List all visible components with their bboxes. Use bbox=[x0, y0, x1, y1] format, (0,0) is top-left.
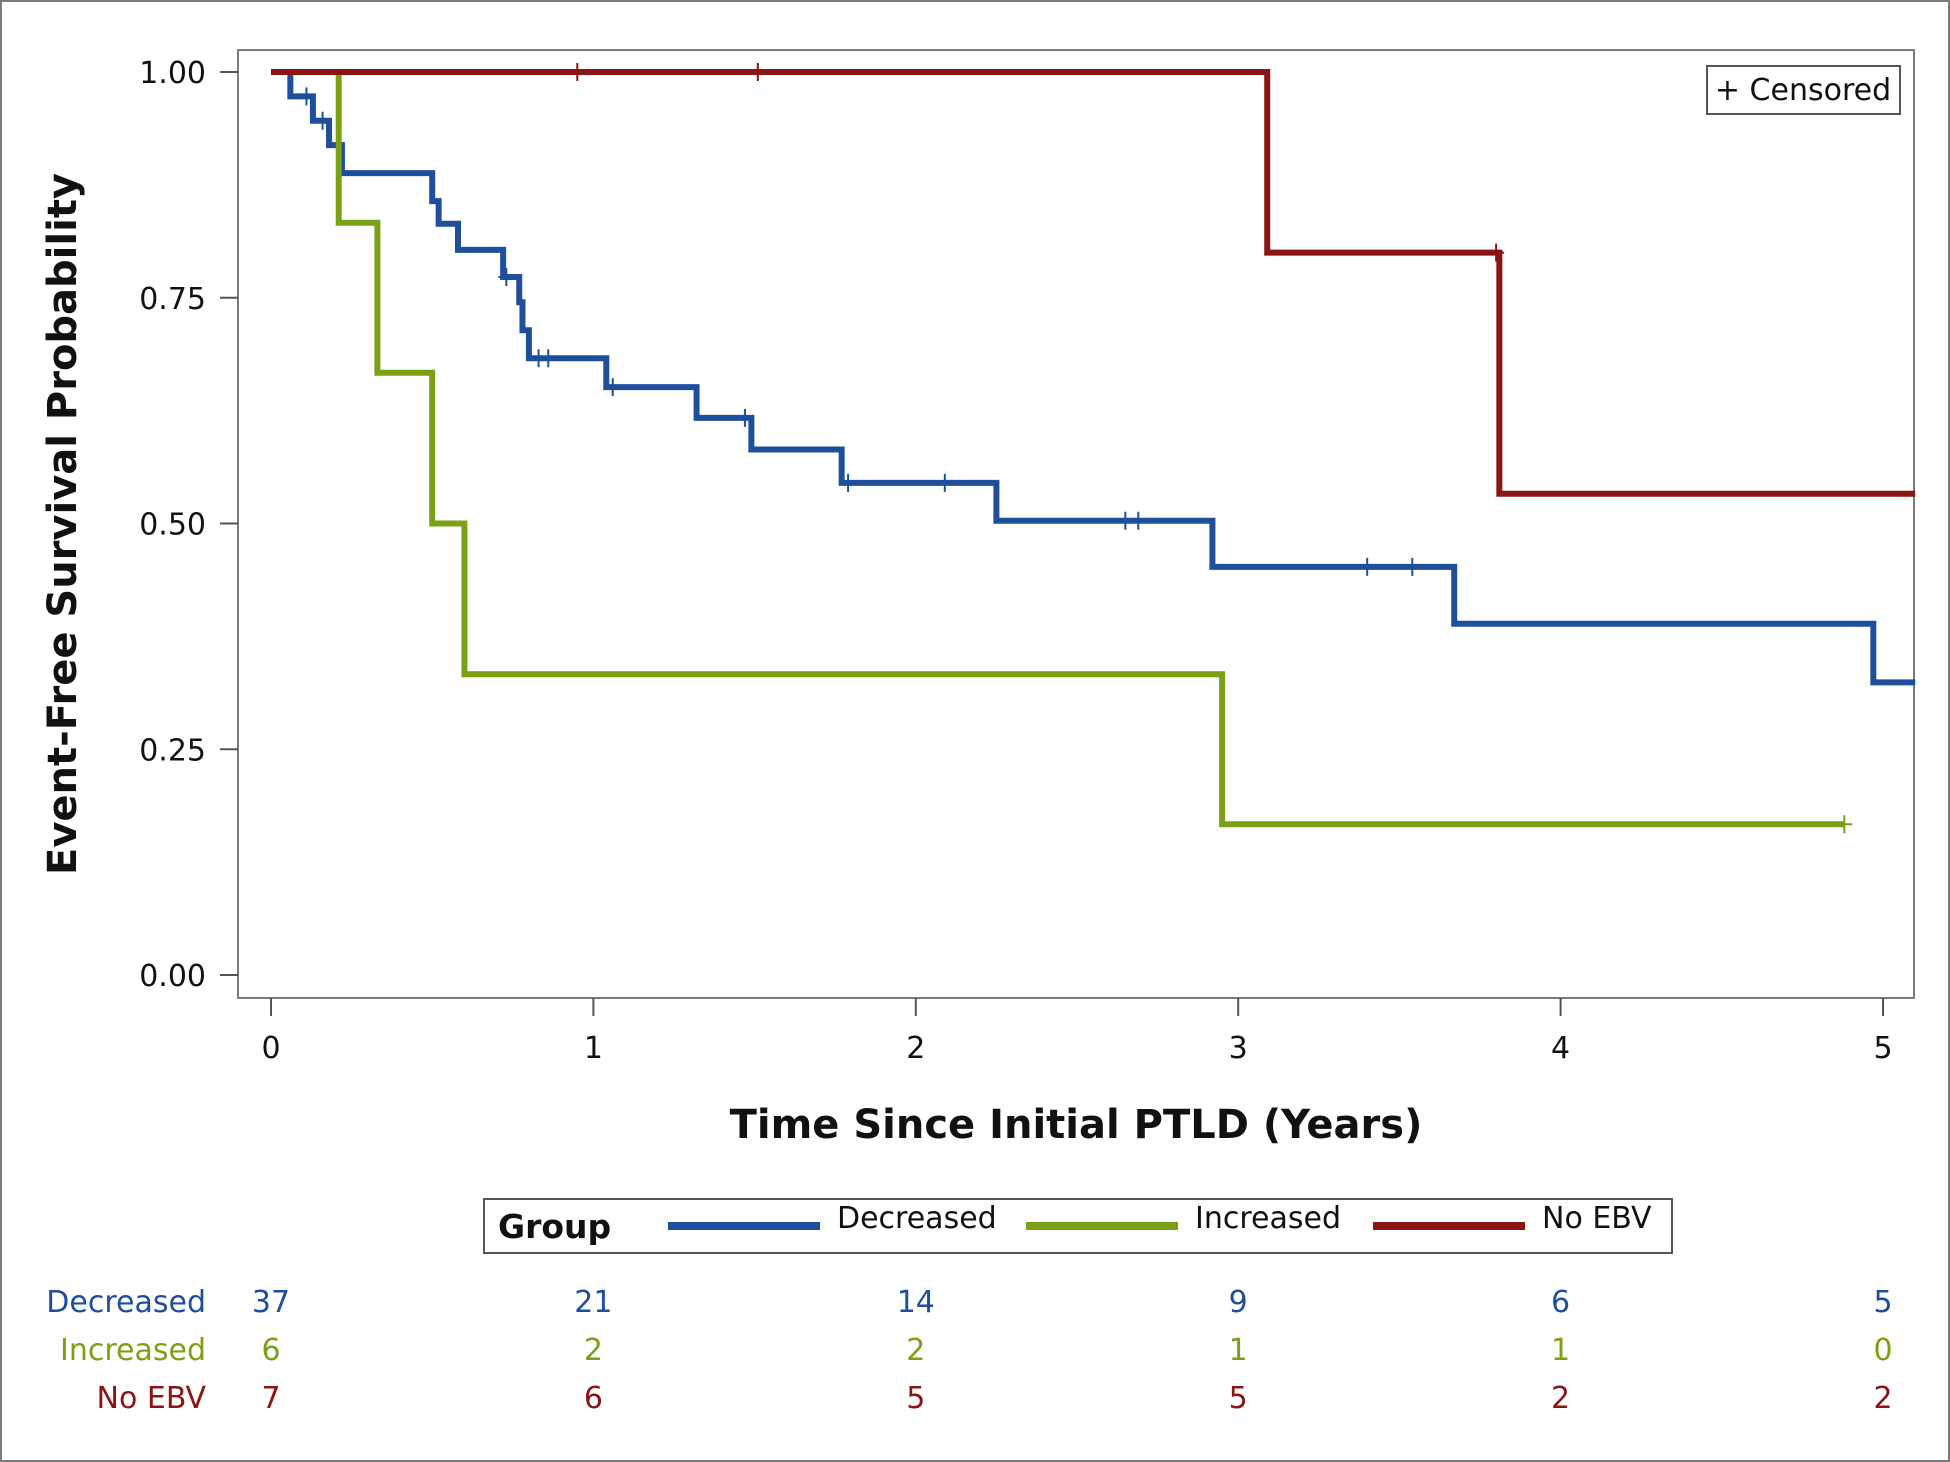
legend-label-increased: Increased bbox=[1195, 1201, 1341, 1236]
at-risk-count: 5 bbox=[1229, 1381, 1248, 1416]
at-risk-row-label: Increased bbox=[60, 1333, 206, 1368]
censor-mark-decreased bbox=[298, 87, 315, 106]
y-tick-label: 0.00 bbox=[139, 959, 206, 994]
y-tick-label: 0.75 bbox=[139, 282, 206, 317]
at-risk-row-label: No EBV bbox=[97, 1381, 207, 1416]
censored-legend: + Censored bbox=[1706, 65, 1901, 115]
at-risk-count: 6 bbox=[261, 1333, 280, 1368]
at-risk-count: 1 bbox=[1229, 1333, 1248, 1368]
censored-legend-text: + Censored bbox=[1715, 73, 1891, 108]
at-risk-count: 2 bbox=[584, 1333, 603, 1368]
at-risk-count: 0 bbox=[1873, 1333, 1892, 1368]
censor-mark-no-ebv bbox=[569, 63, 586, 81]
x-tick-label: 1 bbox=[584, 1031, 603, 1066]
at-risk-count: 5 bbox=[906, 1381, 925, 1416]
at-risk-count: 6 bbox=[1551, 1285, 1570, 1320]
censor-mark-decreased bbox=[736, 408, 753, 427]
censor-mark-decreased bbox=[314, 111, 331, 130]
at-risk-count: 2 bbox=[906, 1333, 925, 1368]
at-risk-count: 37 bbox=[252, 1285, 290, 1320]
censor-mark-decreased bbox=[840, 473, 857, 492]
series-no-ebv-curve bbox=[271, 69, 1916, 497]
censor-mark-decreased bbox=[1404, 557, 1421, 576]
y-axis-title: Event-Free Survival Probability bbox=[40, 173, 86, 875]
series-increased-curve bbox=[271, 69, 1845, 828]
at-risk-count: 2 bbox=[1873, 1381, 1892, 1416]
group-legend: Group Decreased Increased No EBV bbox=[483, 1198, 1673, 1254]
censor-mark-decreased bbox=[1130, 511, 1147, 530]
censor-mark-decreased bbox=[936, 473, 953, 492]
censor-mark-no-ebv bbox=[749, 63, 766, 81]
at-risk-count: 9 bbox=[1229, 1285, 1248, 1320]
axis-ticks: 0.00 0.25 0.50 0.75 1.00 0 1 2 3 4 5 bbox=[139, 56, 1892, 1066]
series-decreased-curve bbox=[271, 69, 1916, 686]
censor-mark-decreased bbox=[540, 349, 557, 368]
at-risk-count: 21 bbox=[574, 1285, 612, 1320]
plot-area bbox=[237, 49, 1915, 999]
censor-mark-decreased bbox=[604, 378, 621, 397]
legend-label-decreased: Decreased bbox=[837, 1201, 997, 1236]
series-layer bbox=[271, 63, 1916, 834]
legend-label-no-ebv: No EBV bbox=[1542, 1201, 1652, 1236]
x-tick-label: 3 bbox=[1229, 1031, 1248, 1066]
censored-legend-box bbox=[1706, 65, 1901, 115]
at-risk-count: 14 bbox=[897, 1285, 935, 1320]
censor-mark-decreased bbox=[1359, 557, 1376, 576]
y-tick-label: 0.50 bbox=[139, 508, 206, 543]
x-tick-label: 5 bbox=[1873, 1031, 1892, 1066]
legend-title: Group bbox=[498, 1207, 611, 1246]
at-risk-count: 7 bbox=[261, 1381, 280, 1416]
at-risk-count: 5 bbox=[1873, 1285, 1892, 1320]
at-risk-row-label: Decreased bbox=[46, 1285, 206, 1320]
censor-mark-decreased bbox=[498, 267, 515, 286]
x-tick-label: 0 bbox=[261, 1031, 280, 1066]
at-risk-count: 1 bbox=[1551, 1333, 1570, 1368]
censor-mark-increased bbox=[1836, 815, 1853, 834]
x-tick-label: 4 bbox=[1551, 1031, 1570, 1066]
censor-mark-no-ebv bbox=[1488, 243, 1505, 262]
x-tick-label: 2 bbox=[906, 1031, 925, 1066]
y-tick-label: 0.25 bbox=[139, 733, 206, 768]
x-axis-title: Time Since Initial PTLD (Years) bbox=[730, 1102, 1423, 1148]
at-risk-count: 2 bbox=[1551, 1381, 1570, 1416]
y-tick-label: 1.00 bbox=[139, 56, 206, 91]
at-risk-count: 6 bbox=[584, 1381, 603, 1416]
